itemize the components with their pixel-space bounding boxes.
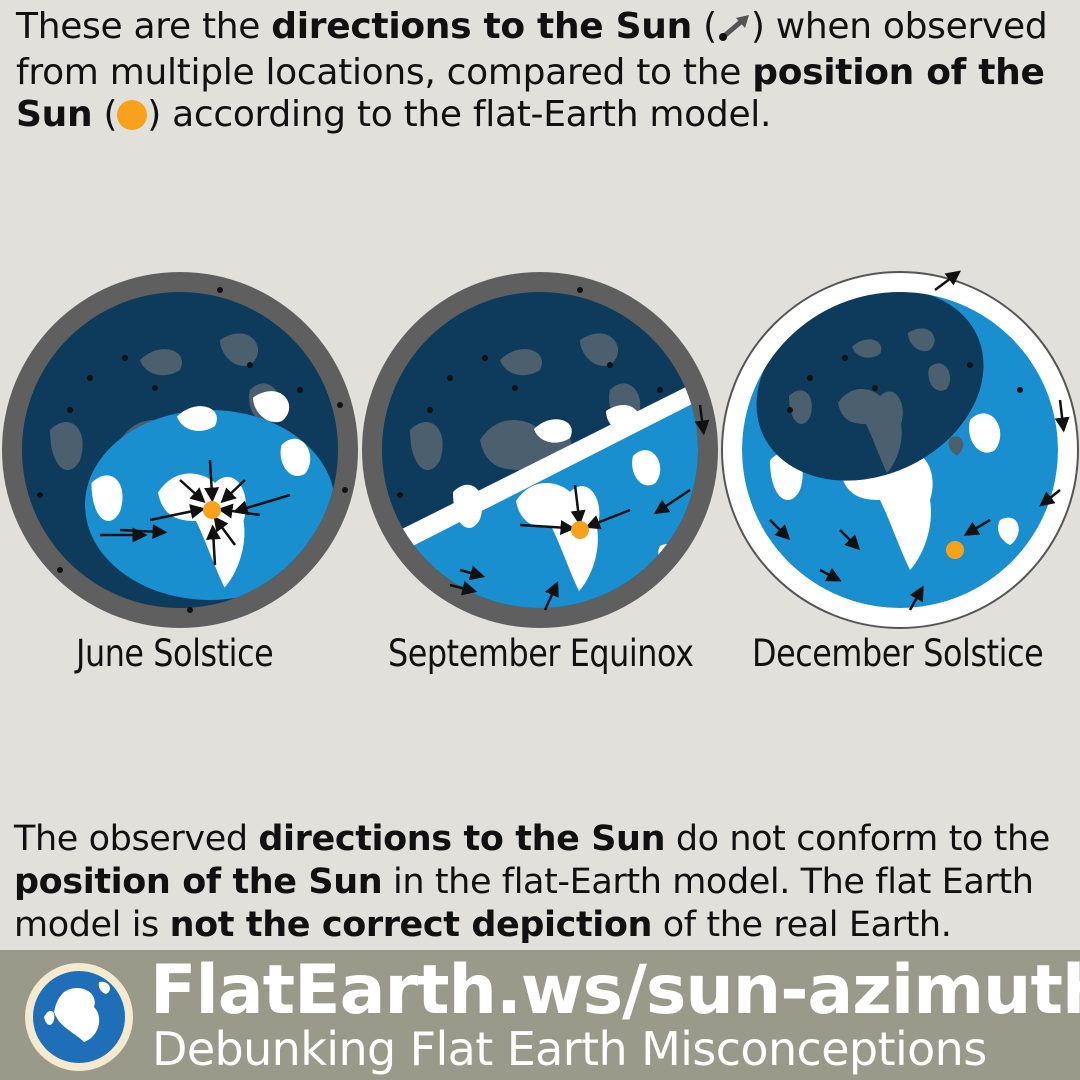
footer-banner: FlatEarth.ws/sun-azimuth Debunking Flat … [0,950,1080,1080]
globe-june-solstice [2,272,358,628]
conclusion-bold-directions: directions to the Sun [258,819,666,859]
intro-text-part: These are the [16,6,272,47]
conclusion-text: The observed directions to the Sun do no… [14,818,1074,947]
globe-december-solstice [721,270,1079,629]
conclusion-text-part: do not conform to the [665,819,1050,859]
intro-text: These are the directions to the Sun () w… [16,6,1072,136]
intro-text-part: ) according to the flat-Earth model. [147,94,772,135]
sun-position-icon [117,100,148,130]
label-december-solstice: December Solstice [752,632,1044,675]
globe-row [0,270,1080,690]
intro-text-part: ( [691,6,717,47]
sun-direction-arrow-icon [717,10,751,52]
conclusion-bold-position: position of the Sun [14,862,383,902]
label-june-solstice: June Solstice [76,632,274,675]
site-url[interactable]: FlatEarth.ws/sun-azimuth [150,951,1080,1030]
conclusion-text-part: The observed [14,819,259,859]
intro-text-part: ) when observed from multiple locations,… [16,6,1048,93]
intro-bold-position: position of the Sun [16,52,1045,135]
intro-bold-directions: directions to the Sun [271,6,692,47]
intro-text-part: ( [92,94,118,135]
site-tagline: Debunking Flat Earth Misconceptions [152,1022,987,1076]
flat-earth-logo-icon [25,963,133,1071]
conclusion-bold-not-correct: not the correct depiction [169,905,653,945]
label-september-equinox: September Equinox [388,632,694,675]
globe-september-equinox [362,272,718,628]
conclusion-text-part: of the real Earth. [652,905,952,945]
conclusion-text-part: in the flat-Earth model. The flat Earth … [14,862,1034,945]
